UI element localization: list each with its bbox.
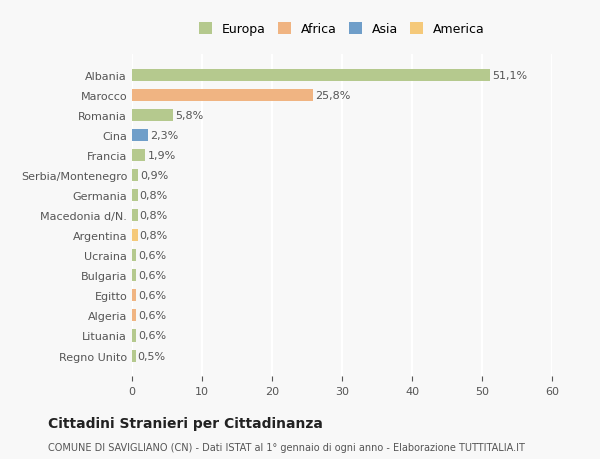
- Text: 0,6%: 0,6%: [139, 271, 166, 281]
- Text: 5,8%: 5,8%: [175, 111, 203, 121]
- Bar: [132, 310, 136, 322]
- Bar: [132, 210, 137, 222]
- Text: 1,9%: 1,9%: [148, 151, 176, 161]
- Text: 0,6%: 0,6%: [139, 251, 166, 261]
- Bar: [132, 150, 145, 162]
- Bar: [132, 330, 136, 342]
- Text: 0,9%: 0,9%: [140, 171, 169, 181]
- Bar: [132, 110, 173, 122]
- Text: 25,8%: 25,8%: [315, 91, 350, 101]
- Bar: [132, 270, 136, 282]
- Text: 0,6%: 0,6%: [139, 311, 166, 321]
- Text: 0,6%: 0,6%: [139, 331, 166, 341]
- Text: 2,3%: 2,3%: [150, 131, 178, 141]
- Bar: [132, 250, 136, 262]
- Bar: [132, 70, 490, 82]
- Bar: [132, 90, 313, 102]
- Bar: [132, 230, 137, 242]
- Legend: Europa, Africa, Asia, America: Europa, Africa, Asia, America: [196, 20, 488, 40]
- Bar: [132, 350, 136, 362]
- Text: 0,5%: 0,5%: [137, 351, 166, 361]
- Text: Cittadini Stranieri per Cittadinanza: Cittadini Stranieri per Cittadinanza: [48, 416, 323, 430]
- Text: 51,1%: 51,1%: [492, 71, 527, 81]
- Bar: [132, 130, 148, 142]
- Bar: [132, 290, 136, 302]
- Text: 0,8%: 0,8%: [140, 231, 168, 241]
- Bar: [132, 190, 137, 202]
- Text: 0,6%: 0,6%: [139, 291, 166, 301]
- Text: COMUNE DI SAVIGLIANO (CN) - Dati ISTAT al 1° gennaio di ogni anno - Elaborazione: COMUNE DI SAVIGLIANO (CN) - Dati ISTAT a…: [48, 442, 525, 452]
- Text: 0,8%: 0,8%: [140, 191, 168, 201]
- Text: 0,8%: 0,8%: [140, 211, 168, 221]
- Bar: [132, 170, 139, 182]
